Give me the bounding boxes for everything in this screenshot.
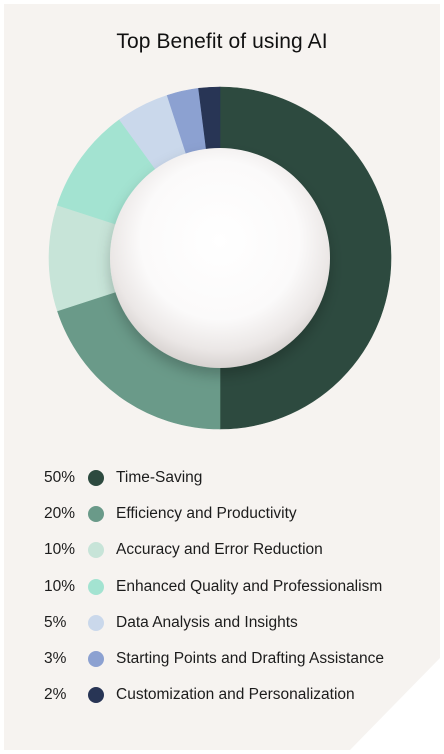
legend-percent: 3% — [44, 650, 67, 668]
legend-label: Enhanced Quality and Professionalism — [116, 577, 383, 595]
legend-percent: 5% — [44, 613, 67, 631]
donut-chart — [48, 86, 392, 430]
legend-swatch-icon — [88, 578, 104, 595]
chart-title: Top Benefit of using AI — [116, 30, 328, 53]
legend-item: 20% Efficiency and Productivity — [44, 496, 436, 532]
legend-label: Starting Points and Drafting Assistance — [116, 650, 384, 668]
legend-item: 2% Customization and Personalization — [44, 677, 436, 713]
legend-item: 10% Enhanced Quality and Professionalism — [44, 569, 436, 605]
legend-swatch-icon — [88, 651, 104, 668]
chart-legend: 50% Time-Saving 20% Efficiency and Producti… — [44, 460, 436, 713]
legend-item: 3% Starting Points and Drafting Assistanc… — [44, 641, 436, 677]
legend-swatch-icon — [88, 614, 104, 631]
legend-percent: 2% — [44, 686, 67, 704]
legend-label: Time-Saving — [116, 469, 203, 487]
donut-hole — [110, 148, 330, 368]
legend-swatch-icon — [88, 470, 104, 487]
legend-percent: 20% — [44, 505, 76, 523]
legend-label: Accuracy and Error Reduction — [116, 541, 323, 559]
legend-percent: 50% — [44, 469, 76, 487]
legend-percent: 10% — [44, 541, 76, 559]
legend-percent: 10% — [44, 577, 76, 595]
legend-swatch-icon — [88, 506, 104, 523]
donut-slices — [48, 86, 392, 430]
chart-card: Top Benefit of using AI 50% Time-Saving 20… — [4, 4, 440, 750]
legend-item: 5% Data Analysis and Insights — [44, 605, 436, 641]
legend-swatch-icon — [88, 687, 104, 704]
legend-label: Customization and Personalization — [116, 686, 355, 704]
legend-swatch-icon — [88, 542, 104, 559]
legend-label: Data Analysis and Insights — [116, 613, 298, 631]
legend-item: 50% Time-Saving — [44, 460, 436, 496]
legend-item: 10% Accuracy and Error Reduction — [44, 532, 436, 568]
legend-label: Efficiency and Productivity — [116, 505, 297, 523]
